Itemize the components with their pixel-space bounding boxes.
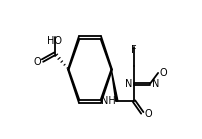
Text: O: O bbox=[144, 109, 152, 119]
Polygon shape bbox=[111, 70, 118, 101]
Text: F: F bbox=[131, 45, 137, 55]
Text: N: N bbox=[152, 79, 159, 89]
Text: NH: NH bbox=[101, 96, 116, 106]
Text: HO: HO bbox=[47, 36, 62, 46]
Text: O: O bbox=[34, 57, 41, 67]
Text: N: N bbox=[125, 79, 132, 89]
Text: O: O bbox=[160, 68, 167, 78]
